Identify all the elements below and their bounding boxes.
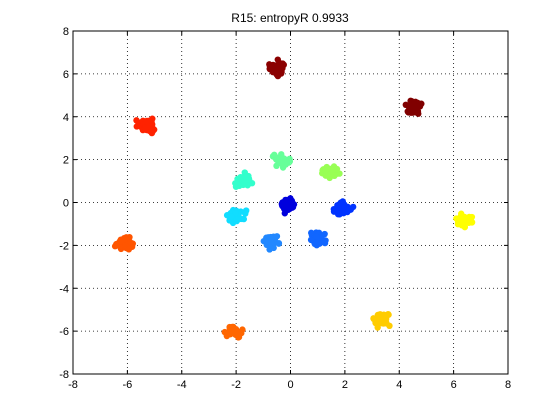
data-point [331, 172, 338, 180]
y-tick-label: -6 [59, 326, 69, 338]
y-tick-label: -2 [59, 240, 69, 252]
cluster-2 [402, 97, 425, 117]
cluster-12 [453, 210, 476, 231]
data-point [242, 173, 250, 181]
data-point [274, 56, 281, 63]
y-tick-label: 8 [63, 26, 69, 38]
x-tick-label: -4 [177, 379, 187, 391]
cluster-11 [307, 229, 329, 249]
y-tick-labels: -8 -6 -4 -2 0 2 4 6 8 [59, 26, 69, 381]
data-point [228, 328, 235, 335]
data-point [322, 166, 329, 174]
x-tick-label: 8 [505, 379, 511, 391]
data-point [415, 110, 422, 117]
plot-frame [72, 30, 509, 375]
cluster-9 [330, 198, 357, 218]
x-tick-label: 0 [287, 379, 293, 391]
x-tick-labels: -8 -6 -4 -2 0 2 4 6 8 [68, 379, 511, 391]
grid [73, 31, 508, 374]
data-point [307, 236, 315, 244]
data-point [409, 108, 417, 115]
data-point [242, 210, 249, 217]
data-point [270, 62, 277, 70]
data-point [461, 223, 469, 231]
cluster-5 [269, 151, 294, 171]
data-point [275, 240, 283, 247]
y-tick-label: -4 [59, 283, 69, 295]
y-tick-label: 6 [63, 69, 69, 81]
data-point [278, 151, 285, 158]
y-tick-label: 0 [63, 198, 69, 210]
data-point [339, 198, 346, 205]
cluster-10 [260, 233, 283, 253]
data-point [313, 233, 320, 240]
cluster-3 [133, 115, 158, 137]
data-point [283, 199, 290, 206]
data-point [113, 242, 121, 249]
data-point [468, 219, 476, 226]
data-point [322, 172, 329, 179]
data-point [221, 328, 228, 336]
cluster-4 [232, 169, 256, 190]
data-point [329, 166, 336, 174]
data-point [133, 117, 140, 124]
data-point [232, 209, 239, 217]
data-point [276, 66, 284, 73]
data-point [380, 311, 387, 318]
cluster-14 [221, 323, 246, 341]
data-point [273, 233, 281, 240]
data-point [125, 246, 133, 253]
x-tick-label: -6 [122, 379, 132, 391]
x-tick-label: -2 [231, 379, 241, 391]
data-point [345, 206, 353, 214]
chart-title: R15: entropyR 0.9933 [231, 11, 349, 25]
data-points [111, 56, 476, 341]
x-tick-label: 2 [342, 379, 348, 391]
data-point [374, 324, 381, 331]
data-point [409, 101, 416, 108]
y-tick-label: -8 [59, 369, 69, 381]
data-point [118, 237, 125, 244]
cluster-15 [370, 310, 393, 331]
data-point [236, 330, 243, 338]
x-tick-label: -8 [68, 379, 78, 391]
y-tick-label: 4 [63, 112, 69, 124]
data-point [144, 122, 152, 130]
cluster-1 [266, 56, 288, 80]
data-point [145, 117, 153, 124]
cluster-6 [319, 163, 343, 182]
data-point [281, 205, 289, 213]
data-point [336, 210, 343, 218]
data-point [308, 229, 315, 237]
data-point [274, 155, 281, 163]
x-tick-label: 6 [451, 379, 457, 391]
data-point [267, 235, 275, 242]
cluster-13 [111, 233, 136, 253]
x-tick-label: 4 [396, 379, 402, 391]
data-point [377, 319, 384, 326]
data-point [385, 311, 392, 318]
cluster-7 [223, 206, 250, 227]
cluster-8 [278, 195, 298, 217]
data-point [148, 129, 156, 137]
data-point [461, 217, 468, 224]
data-point [126, 238, 134, 246]
data-point [228, 213, 235, 221]
data-point [321, 239, 329, 247]
data-point [232, 180, 239, 187]
y-tick-label: 2 [63, 155, 69, 167]
data-point [239, 326, 246, 333]
data-point [274, 72, 282, 80]
